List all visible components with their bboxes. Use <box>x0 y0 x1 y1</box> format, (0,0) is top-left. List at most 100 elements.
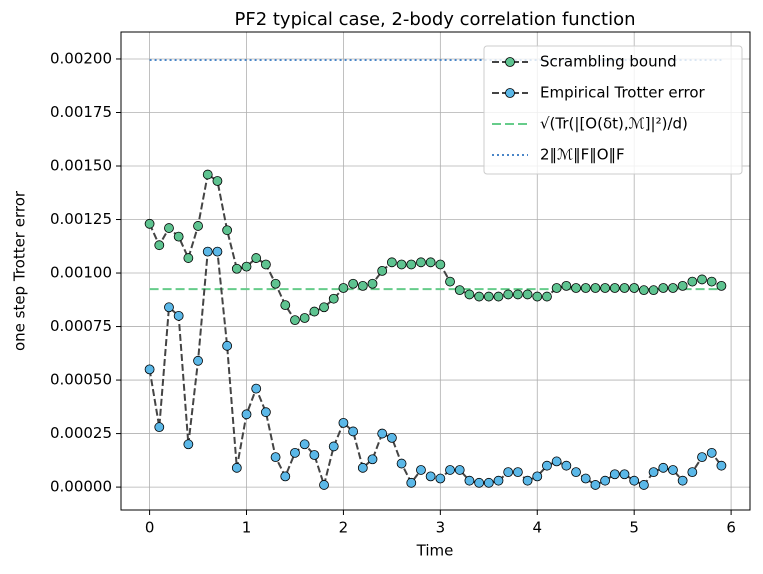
x-tick-label: 2 <box>339 519 349 537</box>
plot-frame <box>120 31 751 511</box>
y-tick-label: 0.00050 <box>50 371 112 389</box>
data-point <box>561 280 572 291</box>
data-point <box>183 253 194 263</box>
data-point <box>154 240 165 251</box>
x-tick-label: 5 <box>629 519 639 537</box>
legend-label: Empirical Trotter error <box>540 84 706 102</box>
data-point <box>503 467 514 478</box>
data-point <box>571 283 581 293</box>
y-tick-label: 0.00175 <box>50 103 112 121</box>
y-tick-label: 0.00025 <box>50 424 112 442</box>
data-point <box>299 313 310 323</box>
data-point <box>571 467 581 478</box>
legend-marker <box>505 88 515 98</box>
data-point <box>144 218 155 229</box>
data-point <box>483 291 494 302</box>
data-point <box>290 447 300 458</box>
data-point <box>193 355 203 366</box>
data-point <box>697 274 707 285</box>
data-point <box>658 462 669 473</box>
data-point <box>445 465 455 475</box>
data-point <box>619 283 630 293</box>
data-point <box>212 176 223 186</box>
legend-label: Scrambling bound <box>540 53 677 71</box>
data-point <box>386 257 397 268</box>
data-point <box>629 475 640 486</box>
data-point <box>512 467 523 478</box>
data-point <box>483 477 494 488</box>
data-point <box>202 246 213 257</box>
data-point <box>377 265 388 276</box>
data-point <box>716 280 727 291</box>
data-point <box>522 289 533 300</box>
data-point <box>648 285 659 296</box>
data-point <box>299 439 310 450</box>
data-point <box>406 477 417 488</box>
data-point <box>648 467 659 478</box>
data-point <box>542 460 552 471</box>
y-axis-label: one step Trotter error <box>11 190 29 351</box>
data-point <box>222 340 233 351</box>
data-point <box>260 259 271 270</box>
data-point <box>367 454 378 465</box>
data-point <box>668 465 678 475</box>
data-point <box>280 471 291 482</box>
chart-title: PF2 typical case, 2-body correlation fun… <box>234 9 635 30</box>
data-point <box>164 223 174 233</box>
data-point <box>416 465 426 475</box>
y-tick-label: 0.00125 <box>50 210 112 228</box>
data-point <box>435 473 446 484</box>
data-point <box>493 475 504 486</box>
data-point <box>270 452 281 463</box>
data-point <box>542 291 552 302</box>
series-line <box>148 172 722 322</box>
x-tick-label: 6 <box>726 519 736 537</box>
x-tick-label: 1 <box>242 519 252 537</box>
data-point <box>309 450 320 460</box>
data-point <box>503 289 514 300</box>
data-point <box>357 280 368 291</box>
data-point <box>280 300 291 311</box>
data-point <box>580 283 591 293</box>
legend-marker <box>505 57 515 67</box>
data-point <box>367 278 378 289</box>
x-tick-label: 0 <box>145 519 155 537</box>
data-point <box>474 291 485 302</box>
data-point <box>561 460 572 471</box>
data-point <box>638 480 649 490</box>
data-point <box>474 477 485 488</box>
data-point <box>464 289 475 300</box>
data-point <box>377 428 388 439</box>
data-point <box>609 283 620 293</box>
data-point <box>600 475 611 486</box>
data-point <box>173 310 184 321</box>
data-point <box>687 467 698 478</box>
data-point <box>532 291 543 302</box>
legend-box <box>483 45 743 175</box>
y-tick-label: 0.00150 <box>50 157 112 175</box>
data-point <box>445 276 455 287</box>
data-point <box>231 263 242 274</box>
data-point <box>202 169 213 180</box>
data-point <box>580 473 591 484</box>
data-point <box>638 285 649 296</box>
data-point <box>357 462 368 473</box>
data-point <box>629 283 640 293</box>
data-point <box>416 257 426 268</box>
data-point <box>154 422 165 433</box>
data-point <box>348 278 359 289</box>
x-tick-label: 4 <box>532 519 542 537</box>
data-point <box>600 283 611 293</box>
data-point <box>328 293 339 304</box>
data-point <box>668 283 678 293</box>
data-point <box>338 417 349 428</box>
data-point <box>222 225 233 236</box>
x-axis-label: Time <box>416 542 454 560</box>
data-point <box>212 246 223 257</box>
data-point <box>144 364 155 375</box>
data-point <box>173 231 184 242</box>
data-point <box>406 259 417 270</box>
data-point <box>348 426 359 437</box>
data-point <box>193 221 203 231</box>
